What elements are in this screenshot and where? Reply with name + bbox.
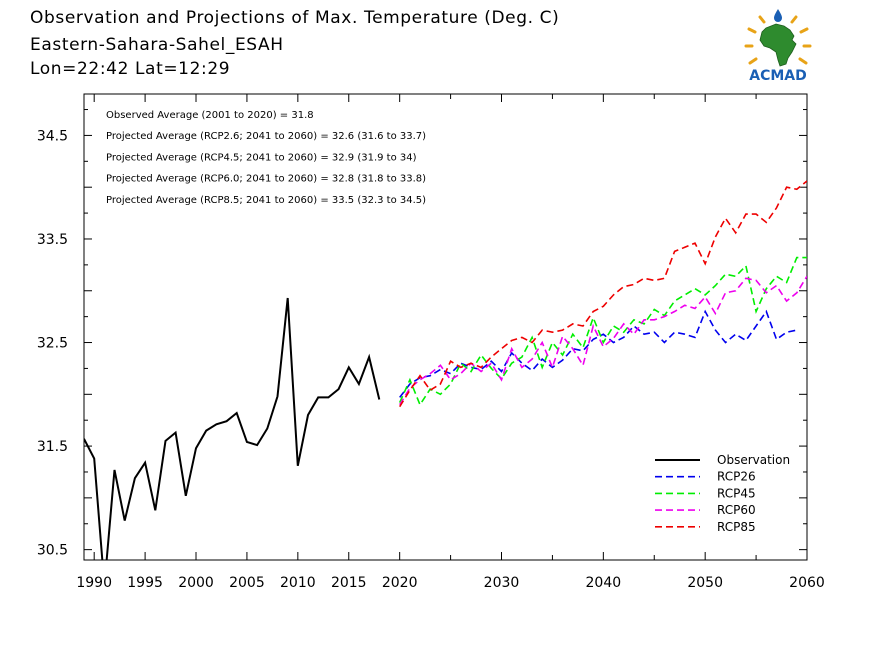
x-tick-label: 2030 <box>484 575 520 591</box>
annotation-line: Projected Average (RCP8.5; 2041 to 2060)… <box>106 195 426 206</box>
legend-label-rcp60: RCP60 <box>717 503 756 517</box>
series-lines <box>84 180 807 560</box>
plot-frame <box>83 93 808 561</box>
y-tick-label: 34.5 <box>37 128 68 144</box>
x-tick-label: 2000 <box>178 575 214 591</box>
x-tick-label: 2015 <box>331 575 367 591</box>
axis-tick-labels: 30.5 31.5 32.5 33.5 34.5 1990 1995 2000 2005 2010… <box>37 128 825 591</box>
chart-title: Observation and Projections of Max. Temp… <box>30 8 560 28</box>
y-tick-label: 32.5 <box>37 336 68 352</box>
series-line-rcp60 <box>399 275 807 406</box>
y-tick-label: 31.5 <box>37 439 68 455</box>
x-tick-label: 2050 <box>687 575 723 591</box>
annotation-line: Projected Average (RCP6.0; 2041 to 2060)… <box>106 174 426 185</box>
legend-label-rcp85: RCP85 <box>717 520 756 534</box>
axis-ticks <box>84 94 808 560</box>
annotation-line: Observed Average (2001 to 2020) = 31.8 <box>106 110 314 121</box>
logo-text: ACMAD <box>749 68 807 84</box>
x-tick-label: 1995 <box>127 575 163 591</box>
legend-label-rcp45: RCP45 <box>717 486 756 500</box>
x-tick-label: 2040 <box>586 575 622 591</box>
legend-label-observation: Observation <box>717 453 790 467</box>
x-tick-label: 2010 <box>280 575 316 591</box>
series-line-rcp45 <box>398 256 807 407</box>
annotation-line: Projected Average (RCP4.5; 2041 to 2060)… <box>106 152 417 163</box>
x-tick-label: 2005 <box>229 575 265 591</box>
y-tick-label: 33.5 <box>37 232 68 248</box>
x-tick-label: 1990 <box>76 575 112 591</box>
water-drop-icon <box>774 9 782 22</box>
series-line-rcp26 <box>399 309 797 398</box>
acmad-logo-icon: ACMAD <box>744 9 812 84</box>
x-tick-label: 2020 <box>382 575 418 591</box>
coordinates-label: Lon=22:42 Lat=12:29 <box>30 59 231 79</box>
y-tick-label: 30.5 <box>37 543 68 559</box>
legend-label-rcp26: RCP26 <box>717 470 756 484</box>
region-label: Eastern-Sahara-Sahel_ESAH <box>30 35 284 55</box>
x-tick-label: 2060 <box>789 575 825 591</box>
series-line-observation <box>84 297 381 560</box>
annotation-line: Projected Average (RCP2.6; 2041 to 2060)… <box>106 131 426 142</box>
africa-map-icon <box>759 23 797 67</box>
legend: Observation RCP26 RCP45 RCP60 RCP85 <box>655 453 790 534</box>
annotation-block: Observed Average (2001 to 2020) = 31.8 Pr… <box>106 110 426 206</box>
series-line-rcp85 <box>399 180 807 408</box>
